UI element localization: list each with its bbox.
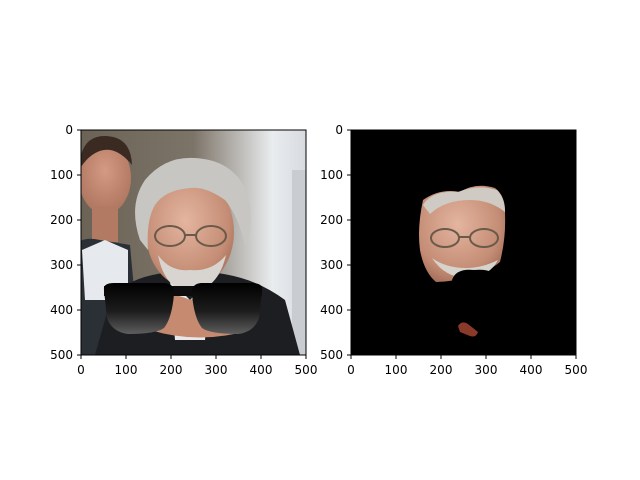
sunglasses-right-lens <box>192 283 262 334</box>
left-image <box>70 130 306 355</box>
y-tick-label: 400 <box>50 303 73 317</box>
sunglasses-left-lens <box>104 283 174 334</box>
window-frame <box>292 170 306 355</box>
y-tick-label: 400 <box>320 303 343 317</box>
y-tick-label: 100 <box>320 168 343 182</box>
x-tick-label: 300 <box>475 363 498 377</box>
x-tick-label: 500 <box>565 363 588 377</box>
y-tick-label: 200 <box>320 213 343 227</box>
x-tick-label: 100 <box>385 363 408 377</box>
x-tick-label: 0 <box>77 363 85 377</box>
y-tick-label: 500 <box>50 348 73 362</box>
x-tick-label: 100 <box>115 363 138 377</box>
x-tick-label: 300 <box>205 363 228 377</box>
x-tick-label: 200 <box>430 363 453 377</box>
y-tick-label: 0 <box>65 123 73 137</box>
y-tick-label: 300 <box>50 258 73 272</box>
y-tick-label: 0 <box>335 123 343 137</box>
x-tick-label: 0 <box>347 363 355 377</box>
right-image <box>351 130 576 355</box>
x-tick-label: 400 <box>250 363 273 377</box>
x-tick-label: 400 <box>520 363 543 377</box>
x-tick-label: 200 <box>160 363 183 377</box>
x-tick-label: 500 <box>295 363 318 377</box>
background-man-neck <box>92 206 118 242</box>
y-tick-label: 500 <box>320 348 343 362</box>
y-tick-label: 200 <box>50 213 73 227</box>
y-tick-label: 300 <box>320 258 343 272</box>
y-tick-label: 100 <box>50 168 73 182</box>
